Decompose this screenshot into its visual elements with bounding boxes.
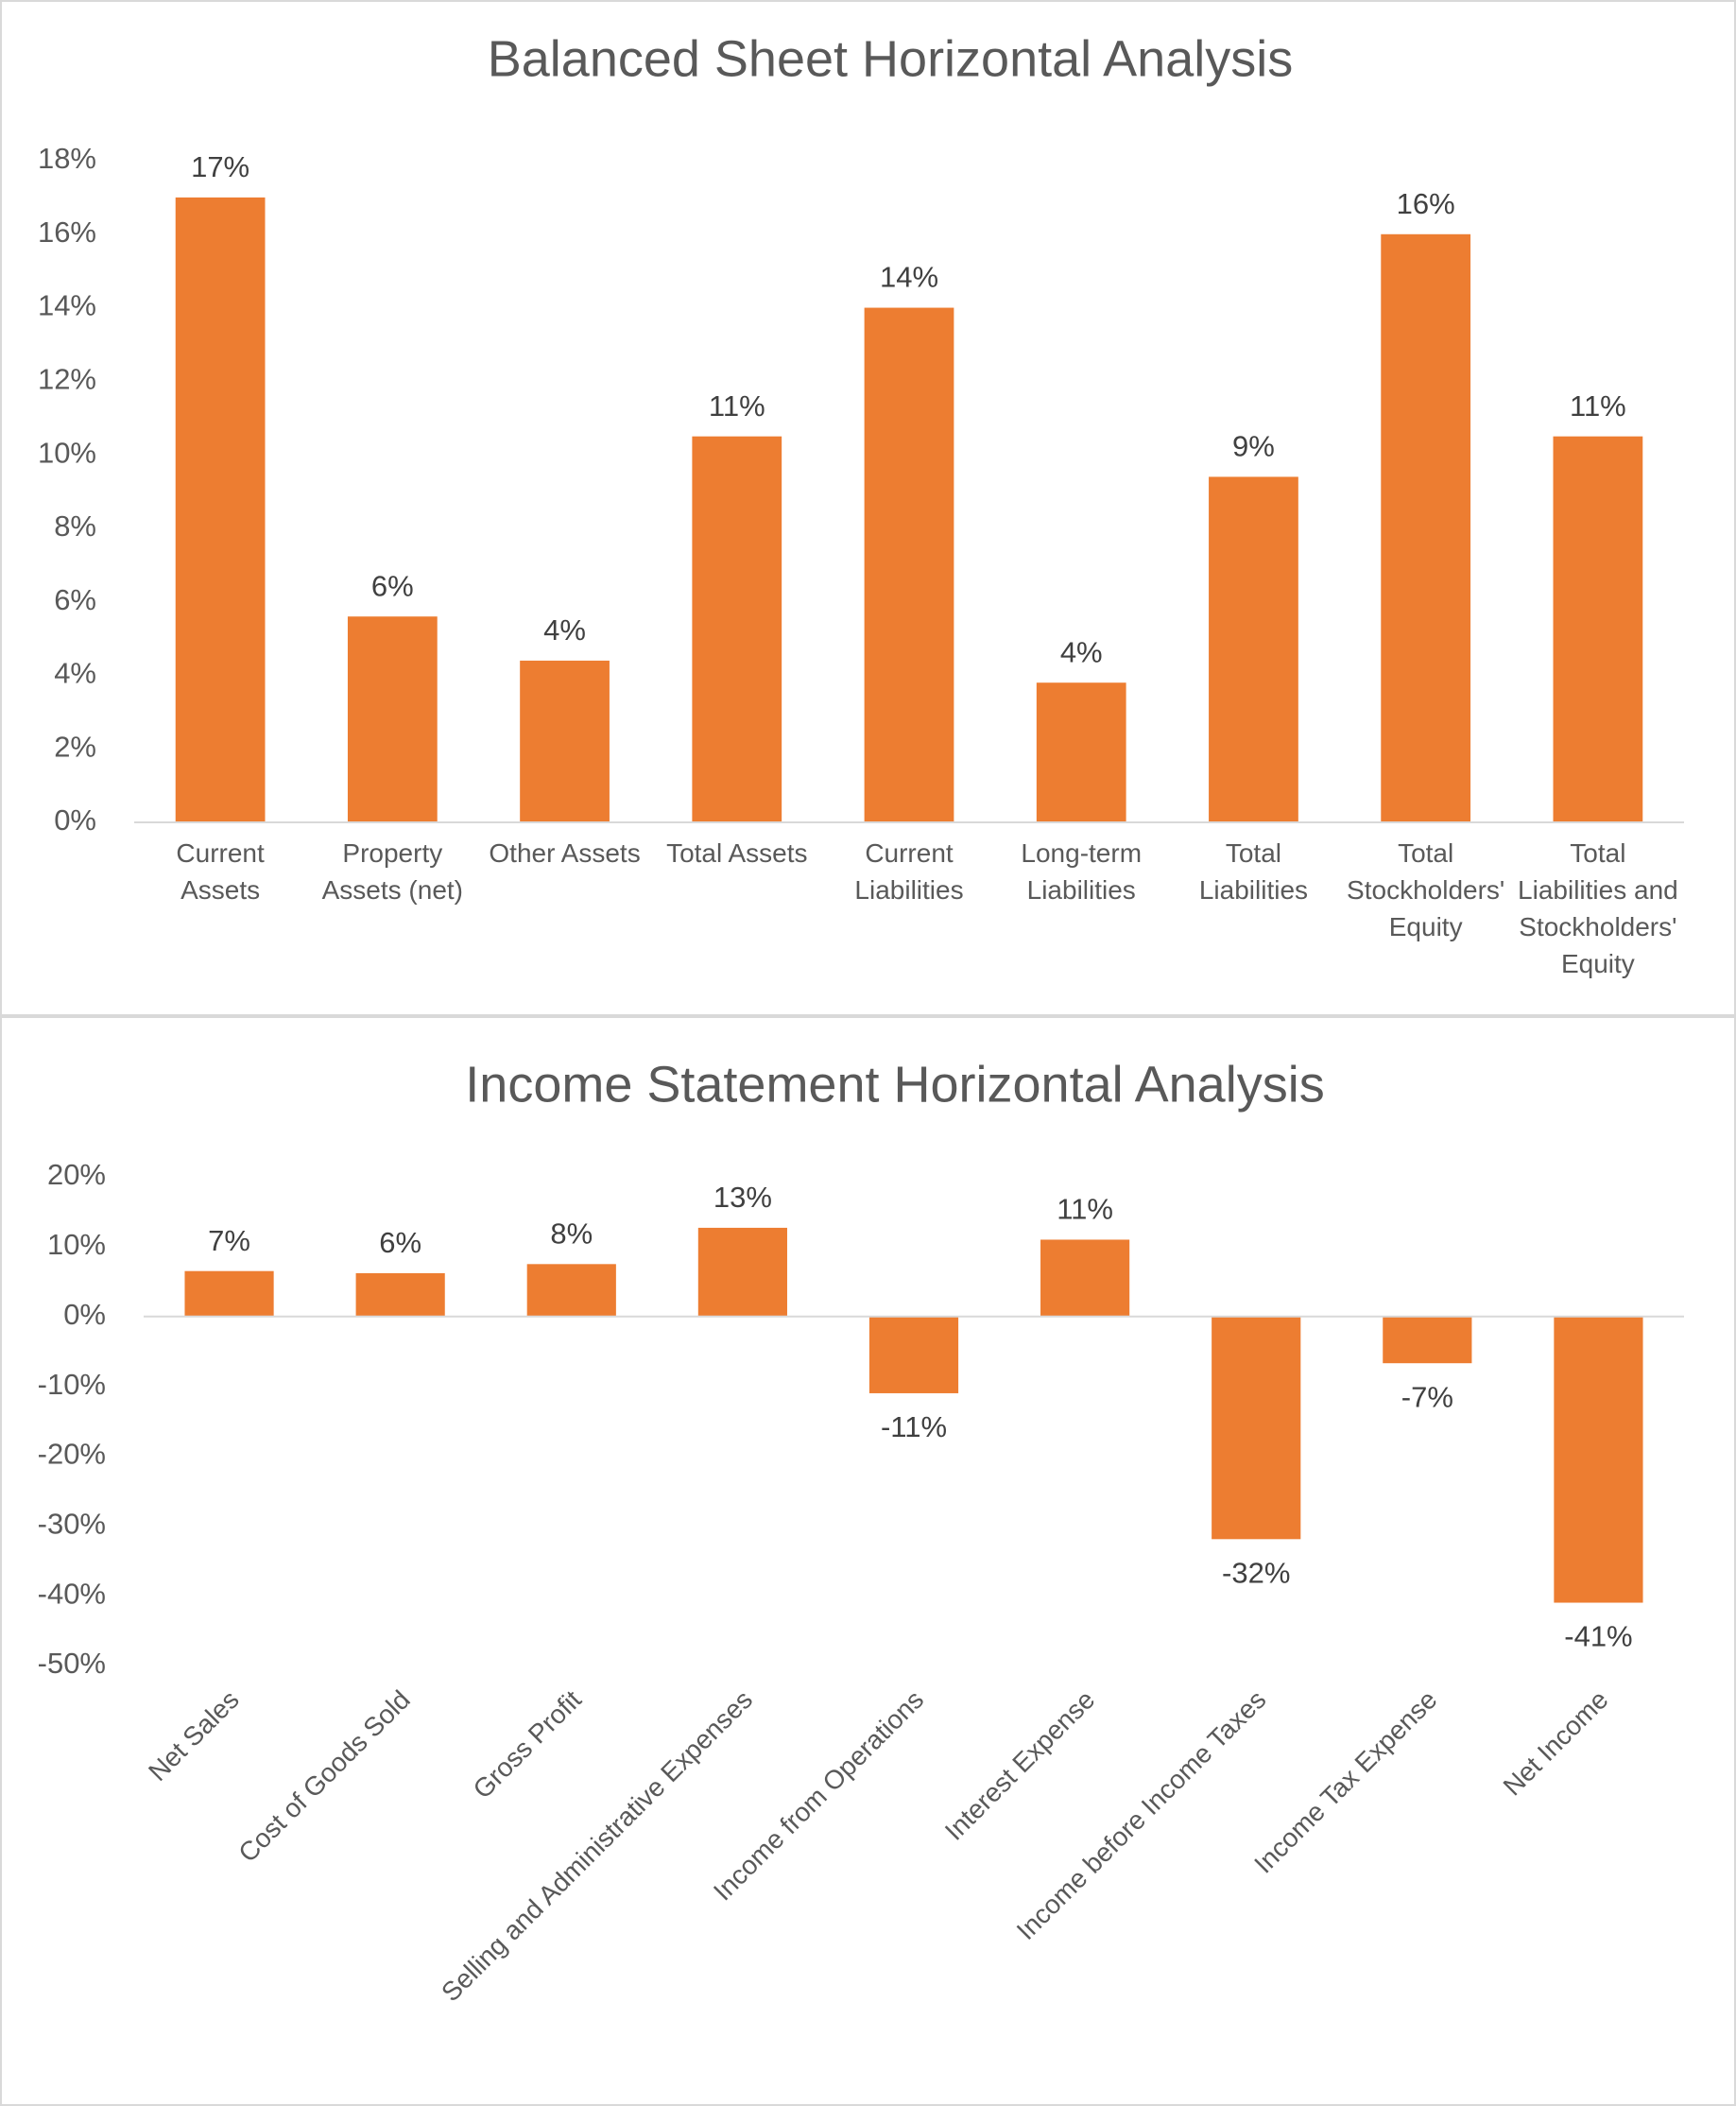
data-label: 8% bbox=[550, 1217, 593, 1251]
data-label: -41% bbox=[1564, 1620, 1632, 1653]
data-label: 11% bbox=[1570, 389, 1626, 423]
x-tick-label: Total Stockholders' Equity bbox=[1347, 838, 1504, 941]
data-label: 13% bbox=[713, 1181, 772, 1214]
data-label: 4% bbox=[543, 613, 586, 647]
y-tick-label: 6% bbox=[54, 583, 96, 616]
bar bbox=[1209, 476, 1298, 822]
y-tick-label: 2% bbox=[54, 730, 96, 763]
x-tick-label: Long-term Liabilities bbox=[1021, 838, 1142, 905]
x-tick-label: Other Assets bbox=[489, 838, 640, 868]
bar bbox=[868, 1316, 959, 1393]
y-tick-label: 0% bbox=[63, 1298, 106, 1331]
y-tick-label: -50% bbox=[38, 1647, 106, 1680]
data-label: 16% bbox=[1397, 187, 1455, 220]
y-tick-label: 10% bbox=[47, 1228, 106, 1261]
y-tick-label: 10% bbox=[38, 436, 96, 469]
bar bbox=[520, 660, 610, 822]
bar bbox=[864, 307, 954, 822]
data-label: -32% bbox=[1222, 1557, 1290, 1590]
data-label: 9% bbox=[1232, 430, 1275, 463]
x-tick-label: Current Liabilities bbox=[854, 838, 963, 905]
bar bbox=[184, 1270, 274, 1317]
y-tick-label: -40% bbox=[38, 1577, 106, 1610]
chart-title: Income Statement Horizontal Analysis bbox=[465, 1056, 1324, 1113]
bar bbox=[1040, 1239, 1130, 1317]
x-tick-label: Property Assets (net) bbox=[322, 838, 463, 905]
y-tick-label: 16% bbox=[38, 216, 96, 249]
data-label: 11% bbox=[709, 389, 765, 423]
chart-title: Balanced Sheet Horizontal Analysis bbox=[488, 30, 1294, 87]
y-tick-label: -30% bbox=[38, 1507, 106, 1540]
data-label: 17% bbox=[191, 150, 249, 183]
bar bbox=[1554, 1316, 1643, 1603]
y-tick-label: -10% bbox=[38, 1368, 106, 1401]
bar bbox=[1553, 436, 1643, 822]
bar bbox=[1036, 682, 1126, 822]
bar bbox=[1212, 1316, 1301, 1540]
data-label: 11% bbox=[1057, 1193, 1113, 1226]
bar bbox=[1383, 1316, 1472, 1364]
y-tick-label: 12% bbox=[38, 363, 96, 396]
data-label: 6% bbox=[371, 569, 414, 602]
data-label: 4% bbox=[1060, 635, 1103, 668]
bar bbox=[175, 197, 266, 822]
y-tick-label: 20% bbox=[47, 1158, 106, 1191]
bar bbox=[697, 1227, 787, 1317]
x-tick-label: Total Assets bbox=[666, 838, 807, 868]
bar bbox=[526, 1264, 616, 1317]
data-label: 7% bbox=[208, 1224, 250, 1257]
y-tick-label: -20% bbox=[38, 1438, 106, 1471]
data-label: 14% bbox=[880, 261, 938, 294]
y-tick-label: 18% bbox=[38, 142, 96, 175]
x-tick-label: Total Liabilities and Stockholders' Equity bbox=[1518, 838, 1678, 978]
y-tick-label: 0% bbox=[54, 803, 96, 837]
y-tick-label: 8% bbox=[54, 509, 96, 543]
x-tick-label: Current Assets bbox=[176, 838, 265, 905]
data-label: -7% bbox=[1401, 1380, 1453, 1413]
bar bbox=[692, 436, 782, 822]
y-tick-label: 4% bbox=[54, 657, 96, 690]
bar bbox=[1381, 233, 1471, 822]
data-label: -11% bbox=[881, 1410, 947, 1443]
y-tick-label: 14% bbox=[38, 289, 96, 322]
x-tick-label: Total Liabilities bbox=[1199, 838, 1308, 905]
chart-panel bbox=[0, 1016, 1736, 2106]
bar bbox=[347, 616, 438, 822]
data-label: 6% bbox=[379, 1226, 421, 1259]
bar bbox=[355, 1272, 445, 1317]
